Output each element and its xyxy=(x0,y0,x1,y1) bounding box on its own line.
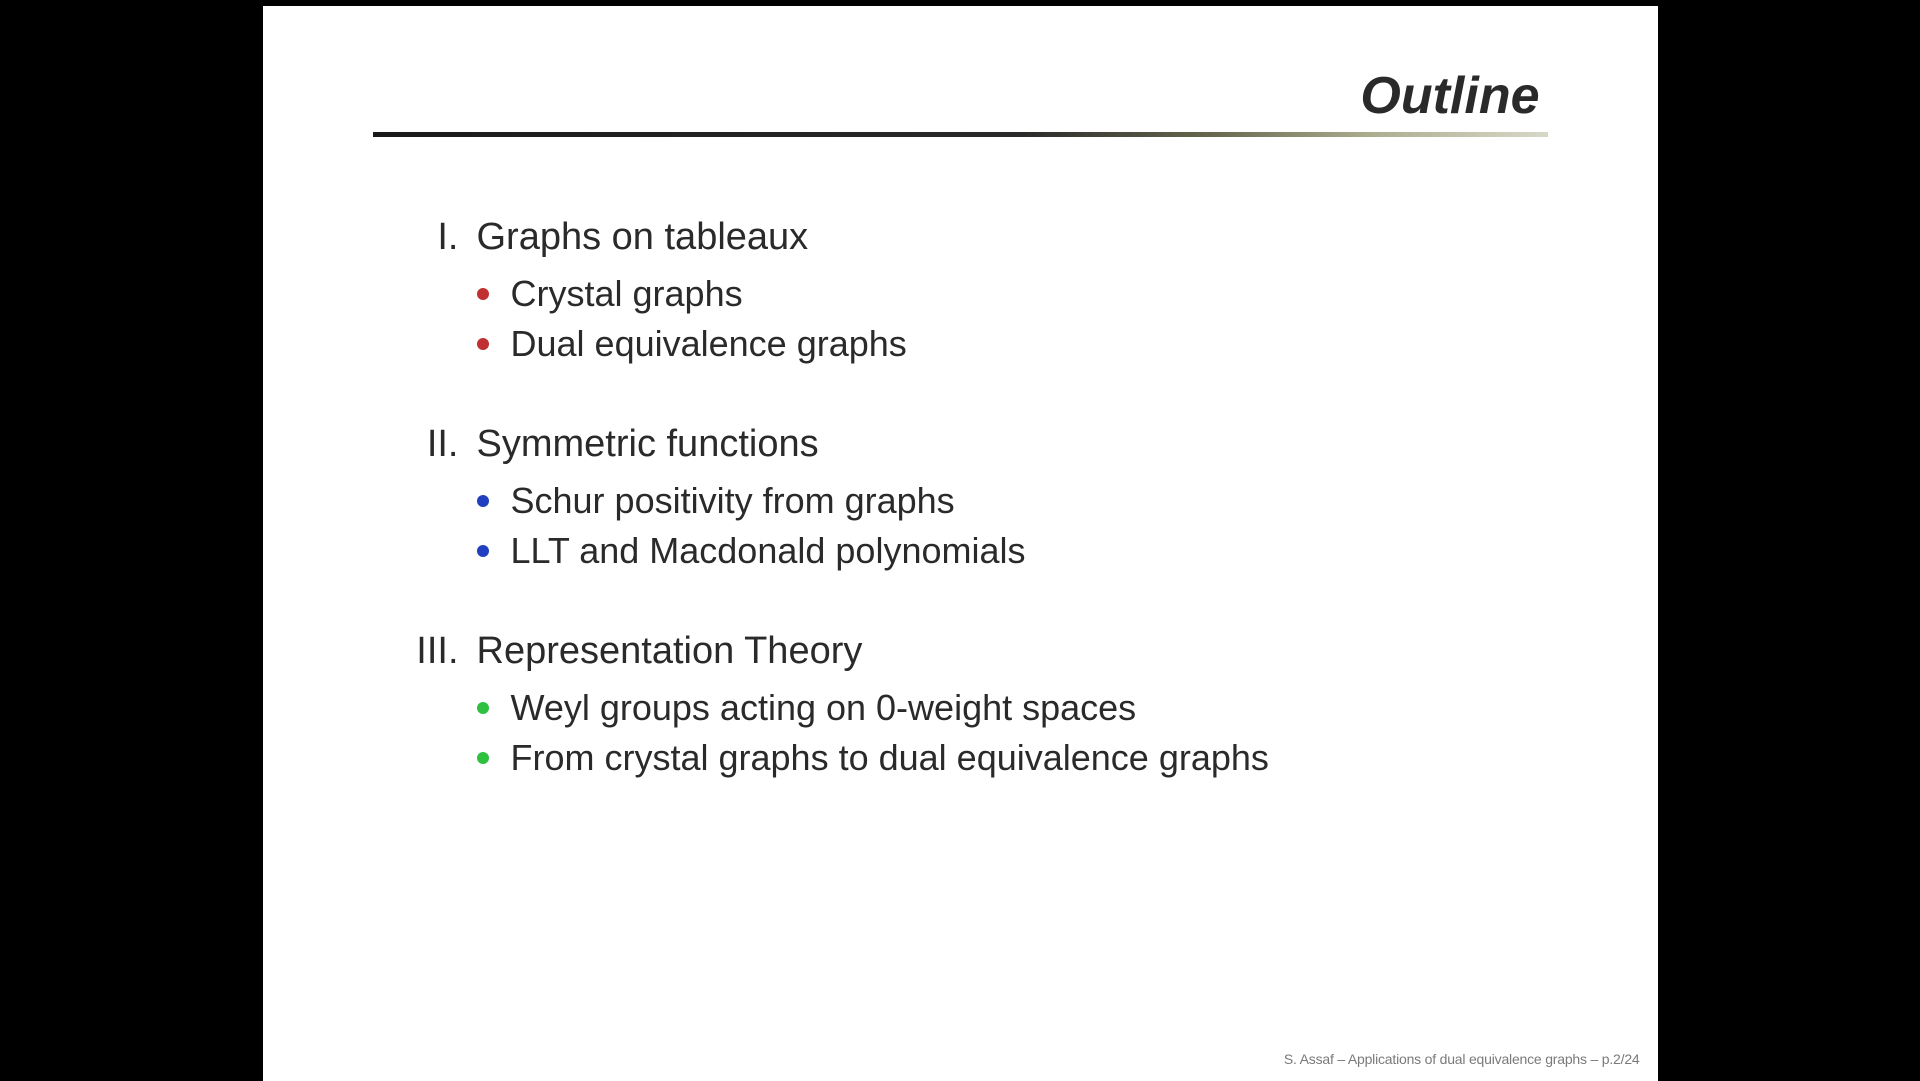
slide-footer: S. Assaf – Applications of dual equivale… xyxy=(1284,1051,1640,1067)
slide-title: Outline xyxy=(373,66,1548,126)
section-2: II. Symmetric functions Schur positivity… xyxy=(403,423,1578,572)
section-3-header: III. Representation Theory xyxy=(403,630,1578,673)
presentation-slide: Outline I. Graphs on tableaux Crystal gr… xyxy=(263,6,1658,1081)
section-1: I. Graphs on tableaux Crystal graphs Dua… xyxy=(403,216,1578,365)
bullet-text: LLT and Macdonald polynomials xyxy=(511,530,1026,572)
section-1-label: Graphs on tableaux xyxy=(477,216,809,259)
section-2-header: II. Symmetric functions xyxy=(403,423,1578,466)
bullet-text: Dual equivalence graphs xyxy=(511,323,907,365)
slide-header: Outline xyxy=(373,66,1548,137)
bullet-text: From crystal graphs to dual equivalence … xyxy=(511,737,1269,779)
bullet-icon xyxy=(477,288,489,300)
bullet-icon xyxy=(477,752,489,764)
section-3-numeral: III. xyxy=(403,630,459,673)
section-3: III. Representation Theory Weyl groups a… xyxy=(403,630,1578,779)
bullet-icon xyxy=(477,702,489,714)
title-rule xyxy=(373,132,1548,137)
bullet-icon xyxy=(477,338,489,350)
section-3-label: Representation Theory xyxy=(477,630,863,673)
list-item: From crystal graphs to dual equivalence … xyxy=(477,737,1578,779)
section-2-numeral: II. xyxy=(403,423,459,466)
bullet-icon xyxy=(477,545,489,557)
section-2-label: Symmetric functions xyxy=(477,423,819,466)
bullet-icon xyxy=(477,495,489,507)
slide-content: I. Graphs on tableaux Crystal graphs Dua… xyxy=(403,216,1578,837)
bullet-text: Schur positivity from graphs xyxy=(511,480,955,522)
list-item: Weyl groups acting on 0-weight spaces xyxy=(477,687,1578,729)
list-item: Crystal graphs xyxy=(477,273,1578,315)
bullet-text: Weyl groups acting on 0-weight spaces xyxy=(511,687,1137,729)
section-1-header: I. Graphs on tableaux xyxy=(403,216,1578,259)
list-item: Dual equivalence graphs xyxy=(477,323,1578,365)
section-1-numeral: I. xyxy=(403,216,459,259)
list-item: LLT and Macdonald polynomials xyxy=(477,530,1578,572)
bullet-text: Crystal graphs xyxy=(511,273,743,315)
list-item: Schur positivity from graphs xyxy=(477,480,1578,522)
